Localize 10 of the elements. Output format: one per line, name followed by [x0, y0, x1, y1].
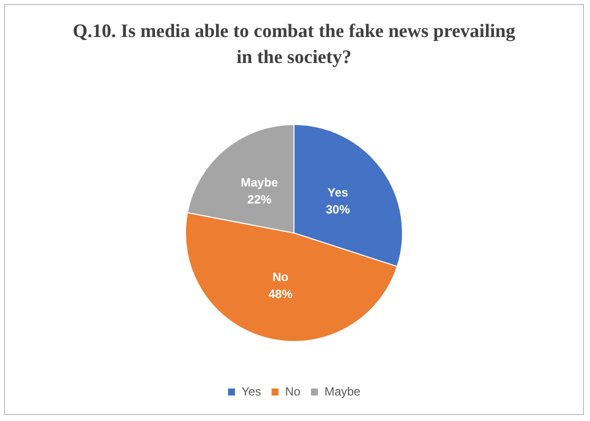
- legend-label: No: [285, 384, 301, 398]
- legend-label: Yes: [242, 384, 262, 398]
- data-label: 22%: [247, 192, 272, 207]
- slice-label: Maybe: [240, 176, 278, 190]
- slice-label: No: [272, 270, 289, 284]
- chart-title: Q.10. Is media able to combat the fake news prevailing in the society?: [72, 20, 516, 70]
- data-label: 48%: [268, 286, 293, 301]
- legend-label: Maybe: [324, 384, 361, 398]
- data-label: 30%: [326, 202, 350, 216]
- slice-label: Yes: [328, 185, 349, 200]
